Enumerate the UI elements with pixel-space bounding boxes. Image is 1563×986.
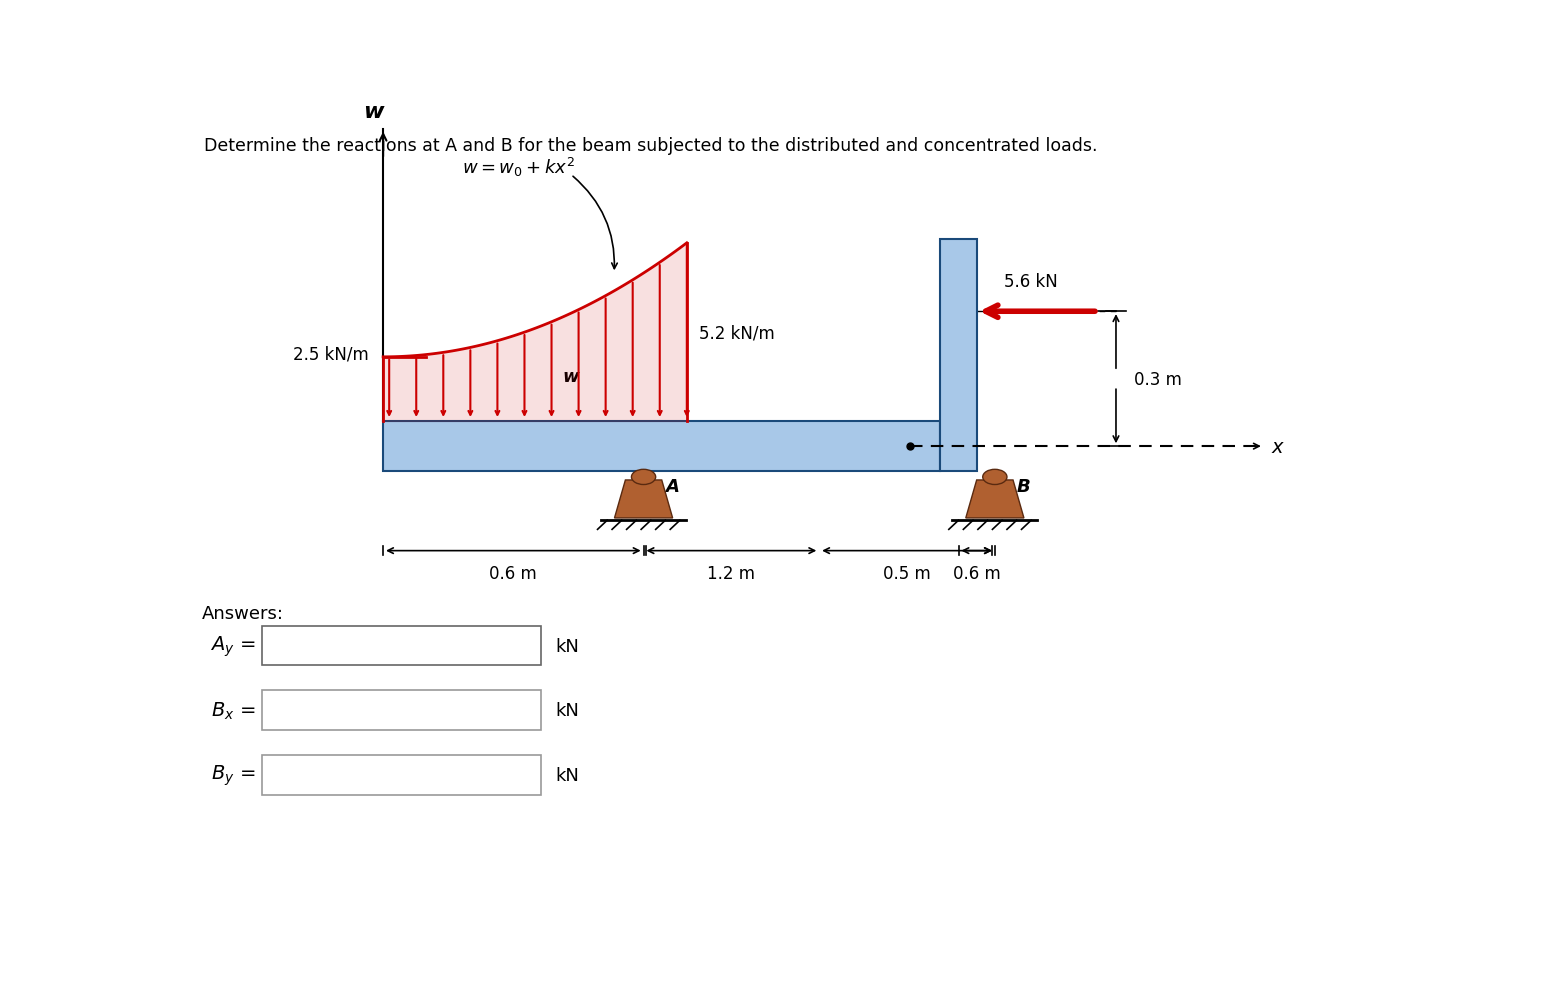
- Text: $B_y$ =: $B_y$ =: [211, 763, 256, 787]
- Text: w: w: [363, 103, 383, 122]
- Text: kN: kN: [555, 766, 578, 784]
- Text: A: A: [666, 477, 680, 496]
- Text: 5.2 kN/m: 5.2 kN/m: [699, 323, 775, 342]
- Text: Determine the reactions at A and B for the beam subjected to the distributed and: Determine the reactions at A and B for t…: [203, 137, 1097, 155]
- Text: 2.5 kN/m: 2.5 kN/m: [292, 345, 369, 363]
- Circle shape: [631, 470, 656, 485]
- Text: $w = w_0 + kx^2$: $w = w_0 + kx^2$: [463, 156, 575, 179]
- Text: 0.6 m: 0.6 m: [953, 565, 1000, 583]
- Circle shape: [983, 470, 1007, 485]
- Text: 0.5 m: 0.5 m: [883, 565, 932, 583]
- Bar: [383, 422, 941, 471]
- Text: $A_y$ =: $A_y$ =: [211, 634, 256, 659]
- Text: 1.2 m: 1.2 m: [708, 565, 755, 583]
- Polygon shape: [614, 480, 672, 519]
- Bar: [941, 240, 977, 471]
- Text: w: w: [563, 368, 580, 386]
- Text: $x$: $x$: [1271, 437, 1285, 457]
- Bar: [263, 691, 541, 731]
- Text: kN: kN: [555, 637, 578, 655]
- Bar: [263, 755, 541, 795]
- Polygon shape: [383, 244, 686, 422]
- Polygon shape: [966, 480, 1024, 519]
- Bar: [263, 626, 541, 666]
- Text: 0.6 m: 0.6 m: [489, 565, 538, 583]
- Text: $B_x$ =: $B_x$ =: [211, 700, 256, 721]
- Text: B: B: [1016, 477, 1030, 496]
- Text: 0.3 m: 0.3 m: [1135, 371, 1182, 388]
- Text: Answers:: Answers:: [202, 604, 283, 622]
- Text: 5.6 kN: 5.6 kN: [1005, 273, 1058, 291]
- Text: kN: kN: [555, 701, 578, 720]
